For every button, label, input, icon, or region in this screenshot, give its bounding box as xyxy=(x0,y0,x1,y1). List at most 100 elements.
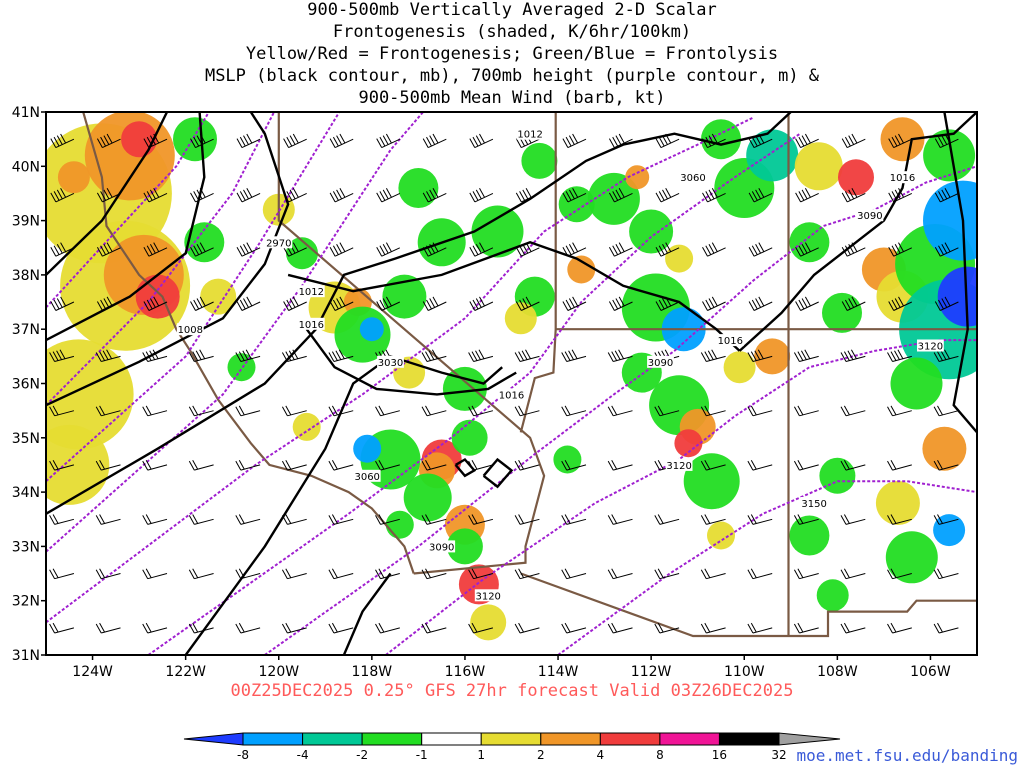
wind-barb xyxy=(700,622,726,634)
lat-label: 39N xyxy=(12,214,40,230)
height-label: 3090 xyxy=(648,358,673,369)
wind-barb xyxy=(840,568,866,580)
wind-barb xyxy=(421,568,447,580)
shading-cell xyxy=(838,159,874,196)
shading-cell xyxy=(816,579,849,612)
colorbar-tick-label: 16 xyxy=(712,748,727,762)
wind-barb xyxy=(748,188,773,203)
wind-barb xyxy=(376,242,401,257)
wind-barb xyxy=(95,514,121,525)
lat-label: 35N xyxy=(12,431,40,447)
height-contour xyxy=(46,112,341,482)
wind-barb xyxy=(934,133,959,149)
wind-barb xyxy=(933,622,959,634)
shading-cell xyxy=(184,222,225,263)
lat-label: 31N xyxy=(12,648,40,664)
wind-barb xyxy=(561,568,587,580)
wind-barb xyxy=(747,405,773,417)
wind-barb xyxy=(654,514,680,525)
wind-barb xyxy=(329,188,354,203)
credit-link[interactable]: moe.met.fsu.edu/banding xyxy=(796,746,1018,765)
colorbar-segment xyxy=(659,732,721,746)
height-label: 3150 xyxy=(801,499,826,510)
wind-barb xyxy=(887,622,912,634)
wind-barb xyxy=(888,296,913,311)
wind-barb xyxy=(190,188,214,203)
wind-barb xyxy=(236,296,261,311)
shading-cell xyxy=(625,165,650,190)
colorbar-tick-label: 32 xyxy=(771,748,786,762)
wind-barb xyxy=(607,514,633,525)
wind-barb xyxy=(934,188,959,203)
wind-barb xyxy=(328,405,354,417)
lon-label: 110W xyxy=(724,664,765,680)
wind-barb xyxy=(281,622,307,634)
wind-barb xyxy=(468,405,494,417)
wind-barb xyxy=(934,296,959,311)
wind-barb xyxy=(933,568,959,580)
wind-barb xyxy=(562,188,587,203)
title-line-5: 900-500mb Mean Wind (barb, kt) xyxy=(358,88,666,108)
shading-cell xyxy=(286,237,318,270)
shading-cell xyxy=(451,419,488,456)
wind-barb xyxy=(142,568,168,580)
lat-label: 32N xyxy=(12,594,40,610)
wind-barb xyxy=(607,622,633,634)
wind-barb xyxy=(328,459,354,471)
wind-barb xyxy=(747,349,773,362)
wind-barb xyxy=(887,349,912,362)
wind-barb xyxy=(235,568,261,580)
wind-barb xyxy=(702,242,726,257)
wind-barb xyxy=(188,622,214,634)
title-line-1: 900-500mb Vertically Averaged 2-D Scalar xyxy=(307,0,717,20)
wind-barb xyxy=(702,133,726,149)
height-contour xyxy=(264,165,977,655)
wind-barb xyxy=(50,242,75,257)
shading-cell xyxy=(789,515,830,556)
wind-barb xyxy=(188,514,214,525)
lon-label: 116W xyxy=(445,664,486,680)
wind-barb xyxy=(748,133,773,149)
wind-barb xyxy=(468,349,494,362)
mslp-contour xyxy=(738,112,977,352)
lat-label: 34N xyxy=(12,485,40,501)
wind-barb xyxy=(143,242,168,257)
height-label: 3090 xyxy=(429,542,454,553)
wind-barb xyxy=(887,459,912,471)
height-contour xyxy=(46,116,755,624)
wind-barb xyxy=(747,514,773,525)
wind-barb xyxy=(281,459,307,471)
wind-barb xyxy=(50,133,75,149)
wind-barb xyxy=(840,459,866,471)
latitude-labels: 41N 40N 39N 38N 37N 36N 35N 34N 33N 32N 31N xyxy=(12,105,46,664)
lat-label: 33N xyxy=(12,539,40,555)
shading-cell xyxy=(442,366,487,411)
frontogenesis-shading xyxy=(46,112,977,641)
wind-barb xyxy=(608,188,633,203)
wind-barb xyxy=(654,622,680,634)
wind-barb xyxy=(561,349,587,362)
wind-barb xyxy=(514,459,540,471)
shading-cell xyxy=(880,117,925,162)
wind-barb xyxy=(655,133,680,149)
wind-barb xyxy=(887,568,912,580)
wind-barb xyxy=(235,459,261,471)
wind-barb xyxy=(515,296,540,311)
wind-barb xyxy=(422,133,447,149)
wind-barb xyxy=(49,568,75,580)
wind-barb xyxy=(376,133,401,149)
state-border-line xyxy=(520,572,789,638)
wind-barb xyxy=(841,188,866,203)
wind-barb xyxy=(188,405,214,417)
lat-label: 37N xyxy=(12,322,40,338)
colorbar-tick-label: -8 xyxy=(237,748,249,762)
shading-cell xyxy=(665,244,694,273)
wind-barb xyxy=(375,622,400,634)
shading-cell xyxy=(567,255,596,284)
wind-barb xyxy=(561,514,587,525)
wind-barb xyxy=(607,349,633,362)
wind-barb xyxy=(49,459,75,471)
wind-barb xyxy=(608,133,633,149)
valid-time-label: 00Z25DEC2025 0.25° GFS 27hr forecast Val… xyxy=(230,681,794,701)
height-contour xyxy=(557,480,977,655)
